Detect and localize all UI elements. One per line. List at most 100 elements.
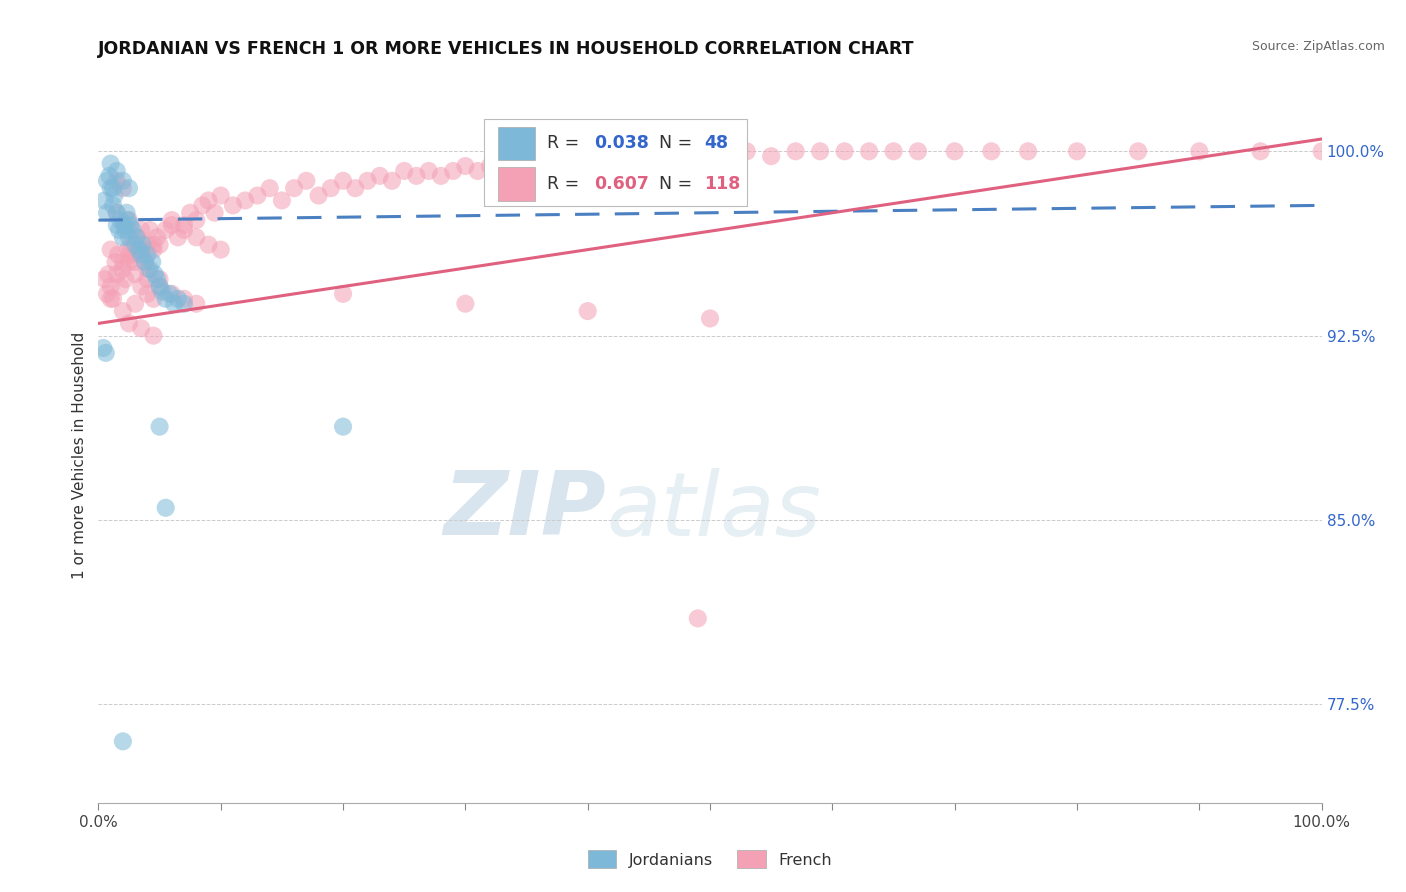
Point [699, 311, 721, 326]
Point [149, 272, 172, 286]
Point [94, 346, 117, 360]
Point [136, 247, 159, 261]
Point [111, 734, 134, 748]
Point [124, 267, 146, 281]
Point [143, 267, 166, 281]
Point [118, 317, 141, 331]
Point [173, 223, 195, 237]
Point [418, 164, 440, 178]
Point [332, 174, 354, 188]
Point [136, 286, 159, 301]
Point [110, 213, 132, 227]
Point [186, 230, 208, 244]
Point [149, 237, 172, 252]
Point [564, 149, 586, 163]
Point [101, 292, 124, 306]
Point [222, 198, 245, 212]
Point [167, 230, 190, 244]
Point [1128, 145, 1150, 159]
Point [163, 296, 186, 310]
Point [1066, 145, 1088, 159]
Point [368, 169, 391, 183]
Point [160, 213, 183, 227]
Point [131, 237, 153, 252]
Point [100, 243, 122, 257]
Point [173, 218, 195, 232]
Point [155, 500, 177, 515]
Point [118, 255, 141, 269]
Point [108, 223, 131, 237]
Point [142, 237, 165, 252]
Point [686, 611, 709, 625]
Point [98, 169, 121, 183]
Point [124, 255, 146, 269]
Point [105, 267, 128, 281]
Point [118, 247, 141, 261]
Point [141, 255, 163, 269]
Point [118, 213, 141, 227]
Point [392, 164, 416, 178]
Point [907, 145, 929, 159]
Text: Source: ZipAtlas.com: Source: ZipAtlas.com [1251, 40, 1385, 54]
Point [112, 218, 135, 232]
Text: R =: R = [547, 175, 585, 193]
Point [430, 169, 453, 183]
Y-axis label: 1 or more Vehicles in Household: 1 or more Vehicles in Household [72, 331, 87, 579]
Point [105, 206, 128, 220]
Point [136, 262, 159, 277]
Point [142, 328, 165, 343]
Point [808, 145, 831, 159]
Point [110, 279, 132, 293]
Point [155, 223, 177, 237]
Point [478, 159, 501, 173]
Point [576, 304, 599, 318]
Point [858, 145, 880, 159]
Point [129, 321, 152, 335]
Point [101, 181, 124, 195]
Text: ZIP: ZIP [443, 467, 606, 554]
Text: R =: R = [547, 134, 585, 153]
Point [103, 188, 125, 202]
Point [129, 279, 152, 293]
Point [270, 194, 294, 208]
Point [149, 279, 172, 293]
Point [93, 194, 115, 208]
Point [613, 149, 636, 163]
Text: N =: N = [648, 175, 697, 193]
Point [735, 145, 758, 159]
Point [332, 419, 354, 434]
Point [107, 247, 129, 261]
Point [761, 149, 783, 163]
Point [121, 223, 143, 237]
Point [111, 230, 134, 244]
Point [319, 181, 342, 195]
Point [160, 286, 183, 301]
Point [146, 230, 169, 244]
Point [96, 206, 118, 220]
Point [136, 272, 159, 286]
Point [191, 198, 214, 212]
Bar [498, 127, 536, 160]
Point [197, 194, 219, 208]
Point [259, 181, 281, 195]
Point [467, 164, 489, 178]
Point [943, 145, 966, 159]
Point [134, 255, 156, 269]
Point [114, 223, 136, 237]
Point [515, 156, 537, 170]
Text: atlas: atlas [606, 467, 821, 554]
Point [118, 230, 141, 244]
Point [308, 188, 330, 202]
Legend: Jordanians, French: Jordanians, French [581, 844, 839, 875]
Point [160, 218, 183, 232]
Point [246, 188, 269, 202]
Point [124, 237, 146, 252]
Point [662, 149, 685, 163]
FancyBboxPatch shape [484, 119, 747, 206]
Point [105, 164, 128, 178]
Point [157, 286, 180, 301]
Point [711, 149, 734, 163]
Point [540, 154, 562, 169]
Point [105, 206, 128, 220]
Text: 118: 118 [704, 175, 741, 193]
